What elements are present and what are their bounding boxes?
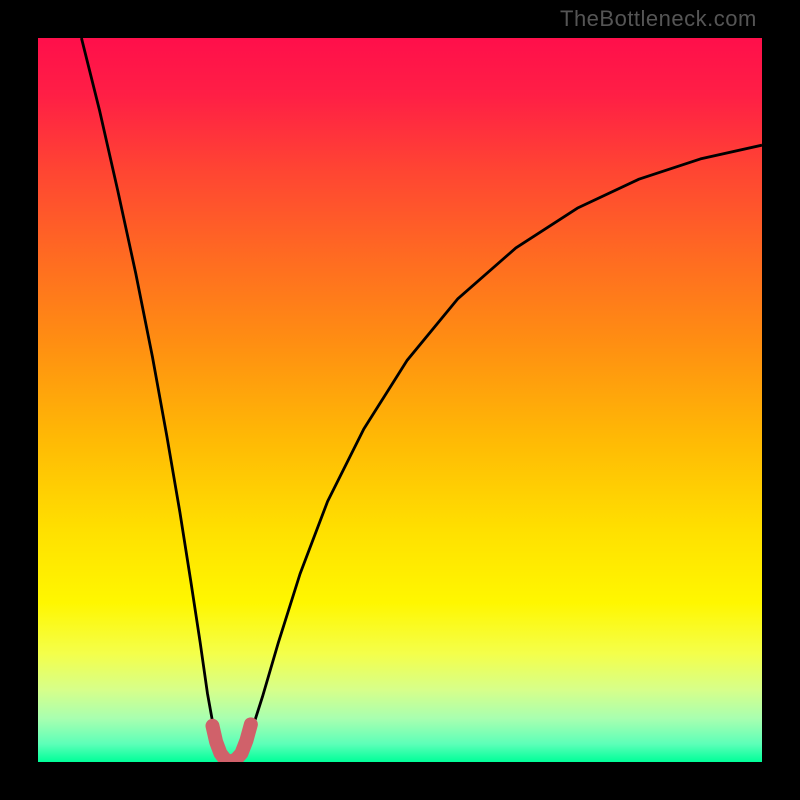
gradient-background: [38, 38, 762, 762]
bottleneck-chart: [0, 0, 800, 800]
watermark-text: TheBottleneck.com: [560, 6, 757, 32]
chart-frame: TheBottleneck.com: [0, 0, 800, 800]
